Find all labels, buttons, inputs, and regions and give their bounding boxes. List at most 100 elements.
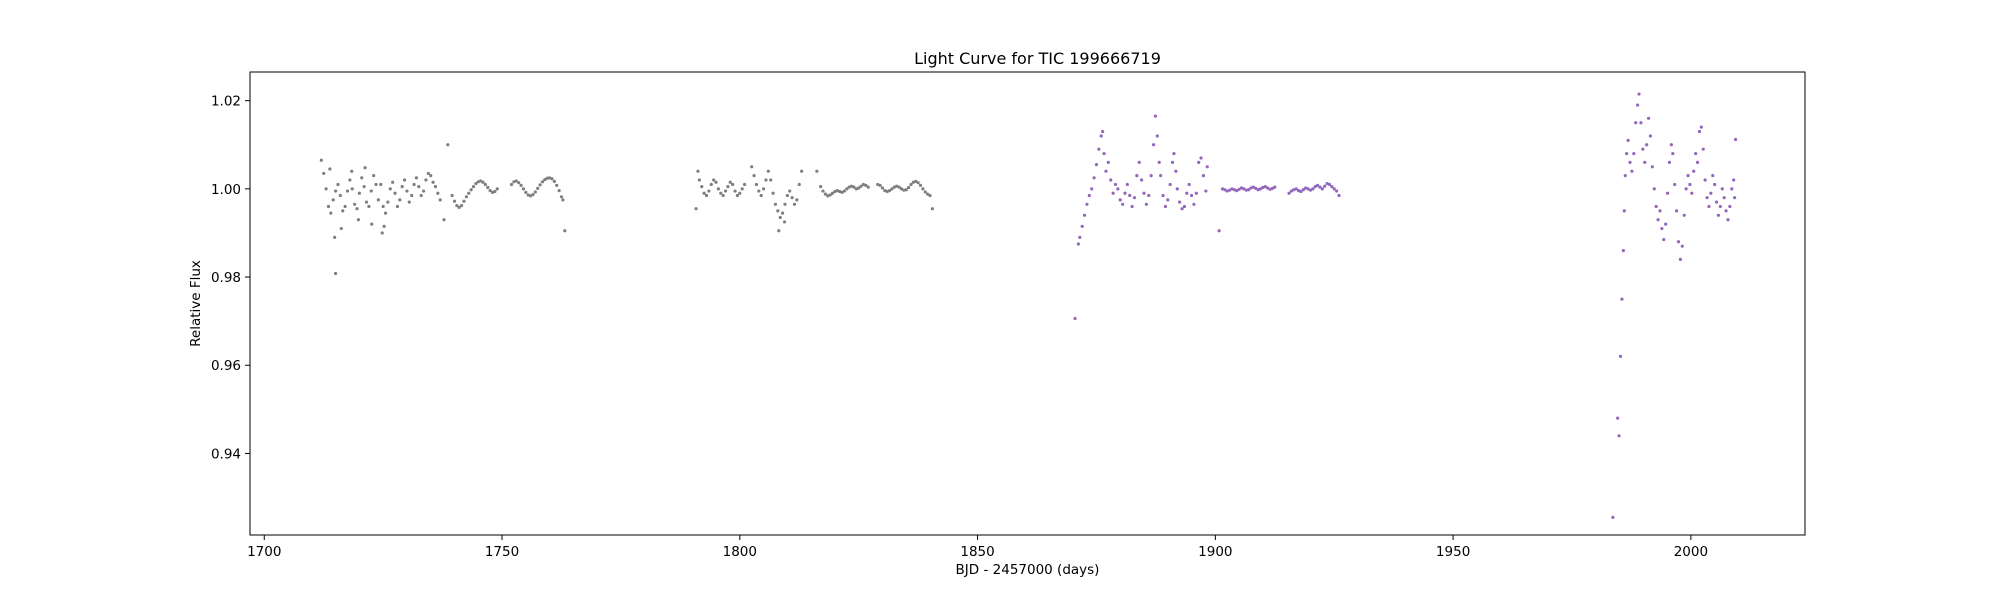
data-point xyxy=(1620,297,1624,301)
data-point xyxy=(740,187,744,191)
data-point xyxy=(388,187,392,191)
data-point xyxy=(1090,187,1094,191)
data-point xyxy=(815,169,819,173)
data-point xyxy=(1235,189,1239,193)
data-point xyxy=(1153,114,1158,118)
data-point xyxy=(926,192,930,196)
data-point xyxy=(1623,174,1627,178)
data-point xyxy=(488,189,492,193)
data-point xyxy=(845,187,849,191)
data-point xyxy=(1178,200,1182,204)
data-point xyxy=(386,200,390,204)
data-point xyxy=(469,188,473,192)
data-point xyxy=(1155,134,1159,138)
x-tick-label: 1700 xyxy=(247,544,281,560)
data-point xyxy=(1201,174,1206,178)
x-tick-label: 1750 xyxy=(485,544,519,560)
data-point xyxy=(436,191,440,195)
data-point xyxy=(1147,193,1151,198)
data-point xyxy=(328,167,332,171)
data-point xyxy=(1118,198,1122,202)
data-point xyxy=(773,202,778,206)
data-point xyxy=(350,169,354,173)
data-point xyxy=(1318,185,1322,189)
data-point xyxy=(1078,235,1082,239)
data-point xyxy=(405,189,409,193)
data-point xyxy=(421,189,426,193)
data-point xyxy=(417,185,421,189)
data-point xyxy=(1667,160,1672,164)
data-point xyxy=(536,186,540,191)
data-point xyxy=(1237,187,1241,191)
data-point xyxy=(543,177,547,182)
data-point xyxy=(1718,204,1722,209)
data-point xyxy=(357,191,361,195)
data-point xyxy=(899,187,904,191)
data-point xyxy=(1669,143,1673,147)
data-point xyxy=(1130,204,1134,209)
x-tick-label: 1950 xyxy=(1436,544,1470,560)
data-point xyxy=(429,174,433,178)
data-point xyxy=(1639,121,1643,125)
x-tick-label: 1850 xyxy=(960,544,994,560)
data-point xyxy=(830,191,835,195)
data-point xyxy=(750,165,754,169)
data-point xyxy=(493,189,497,194)
data-point xyxy=(1080,224,1084,228)
data-point xyxy=(1680,244,1684,248)
data-point xyxy=(738,191,742,195)
data-point xyxy=(821,189,825,193)
data-point xyxy=(383,211,388,215)
data-point xyxy=(1716,213,1721,217)
data-point xyxy=(1646,116,1651,120)
data-point xyxy=(1151,143,1156,147)
data-point xyxy=(1170,160,1175,164)
data-point xyxy=(424,178,428,182)
data-point xyxy=(1335,189,1339,193)
data-point xyxy=(540,180,545,184)
data-point xyxy=(1625,151,1629,156)
data-point xyxy=(1726,218,1730,222)
data-point xyxy=(1076,242,1080,246)
data-point xyxy=(1733,137,1738,142)
data-point xyxy=(1204,189,1208,193)
data-point xyxy=(1266,186,1270,190)
data-point xyxy=(764,178,768,182)
data-point xyxy=(1676,240,1681,244)
data-point xyxy=(709,182,713,187)
data-point xyxy=(1724,209,1728,213)
data-point xyxy=(446,143,450,147)
data-point xyxy=(1701,147,1705,151)
data-point xyxy=(338,193,342,198)
data-point xyxy=(766,169,770,173)
data-point xyxy=(433,185,438,189)
chart-title: Light Curve for TIC 199666719 xyxy=(914,49,1161,68)
data-point xyxy=(363,166,367,170)
data-point xyxy=(1330,185,1334,189)
data-point xyxy=(1622,209,1626,213)
data-point xyxy=(1102,151,1106,156)
data-point xyxy=(918,183,923,187)
data-point xyxy=(1111,191,1115,195)
data-point xyxy=(1332,187,1336,191)
data-point xyxy=(1166,198,1170,202)
data-point xyxy=(797,182,801,187)
data-point xyxy=(370,222,374,226)
data-point xyxy=(735,193,740,198)
data-point xyxy=(777,229,781,233)
data-point xyxy=(928,193,932,198)
data-point xyxy=(380,231,384,235)
data-point xyxy=(362,185,366,189)
data-point xyxy=(1714,200,1719,204)
data-point xyxy=(1695,160,1700,164)
data-point xyxy=(1315,183,1320,187)
data-point xyxy=(823,192,828,196)
data-point xyxy=(1660,226,1664,231)
data-point xyxy=(1732,178,1736,182)
data-point xyxy=(1194,191,1198,195)
data-point xyxy=(1611,515,1615,519)
data-point xyxy=(1175,187,1179,191)
data-point xyxy=(1205,165,1209,169)
data-point xyxy=(460,204,464,208)
